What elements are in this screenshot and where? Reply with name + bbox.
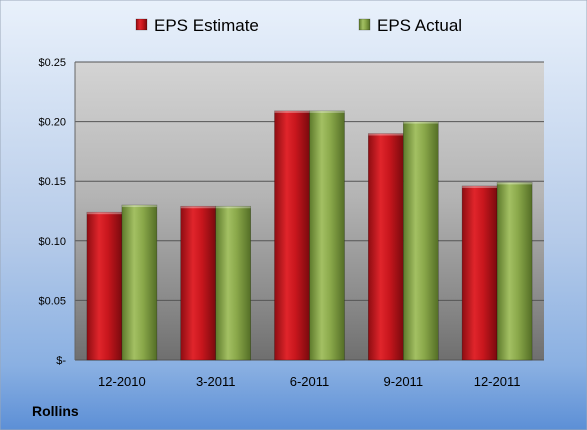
bars xyxy=(86,110,533,361)
x-tick-label: 3-2011 xyxy=(196,374,236,389)
bar-highlight xyxy=(497,182,533,185)
bar-highlight xyxy=(180,206,216,209)
bar-highlight xyxy=(309,110,345,113)
bar-actual xyxy=(402,121,439,361)
y-axis-ticks: $- $0.05 $0.10 $0.15 $0.20 $0.25 xyxy=(38,57,66,367)
company-label: Rollins xyxy=(32,403,79,419)
bar-actual xyxy=(215,205,251,361)
bar-actual xyxy=(496,182,533,361)
y-tick-label: $- xyxy=(56,355,66,367)
y-tick-label: $0.20 xyxy=(38,117,66,129)
bar-actual xyxy=(121,204,158,361)
x-tick-label: 12-2011 xyxy=(474,374,521,389)
x-tick-label: 6-2011 xyxy=(290,374,330,389)
bar-actual xyxy=(309,110,345,361)
bar-highlight xyxy=(121,205,157,208)
x-axis-ticks: 12-2010 3-2011 6-2011 9-2011 12-2011 xyxy=(98,374,520,389)
legend: EPS Estimate EPS Actual xyxy=(135,16,462,35)
y-tick-label: $0.25 xyxy=(38,57,66,69)
bar-estimate xyxy=(180,205,216,361)
legend-label-estimate: EPS Estimate xyxy=(154,16,259,35)
y-tick-label: $0.05 xyxy=(38,295,66,307)
y-tick-label: $0.15 xyxy=(38,176,66,188)
bar-estimate xyxy=(461,185,498,361)
x-tick-label: 12-2010 xyxy=(98,374,146,389)
legend-label-actual: EPS Actual xyxy=(377,16,462,35)
bar-highlight xyxy=(86,212,122,215)
bar-highlight xyxy=(368,133,404,136)
bar-estimate xyxy=(86,211,123,361)
x-tick-label: 9-2011 xyxy=(384,374,424,389)
bar-highlight xyxy=(403,121,439,124)
bar-highlight xyxy=(274,110,310,113)
bar-highlight xyxy=(215,206,251,209)
legend-swatch-actual xyxy=(358,18,371,31)
bar-highlight xyxy=(462,185,498,188)
bar-estimate xyxy=(274,110,310,361)
bar-estimate xyxy=(367,133,404,361)
legend-swatch-estimate xyxy=(135,18,148,31)
y-tick-label: $0.10 xyxy=(38,236,66,248)
